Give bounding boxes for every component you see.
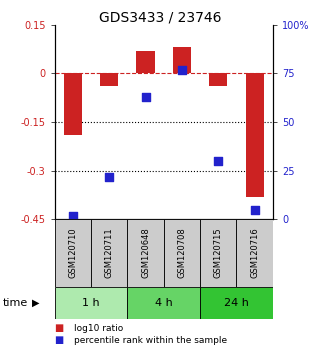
Bar [164, 219, 200, 287]
Bar [237, 219, 273, 287]
Point [252, 207, 257, 212]
Text: GSM120715: GSM120715 [214, 228, 223, 279]
Point [70, 213, 75, 218]
Text: GSM120716: GSM120716 [250, 228, 259, 279]
Text: GSM120708: GSM120708 [178, 228, 187, 279]
Bar [91, 219, 127, 287]
Point [179, 67, 185, 72]
Text: 24 h: 24 h [224, 298, 249, 308]
Text: log10 ratio: log10 ratio [74, 324, 123, 333]
Bar [209, 73, 227, 86]
Text: percentile rank within the sample: percentile rank within the sample [74, 336, 227, 345]
Bar [55, 219, 91, 287]
Text: GDS3433 / 23746: GDS3433 / 23746 [99, 11, 222, 25]
Text: ■: ■ [55, 335, 64, 345]
Text: 4 h: 4 h [155, 298, 173, 308]
Bar [100, 73, 118, 86]
Bar [136, 51, 155, 73]
Bar [200, 287, 273, 319]
Text: time: time [3, 298, 29, 308]
Text: ■: ■ [55, 323, 64, 333]
Text: 1 h: 1 h [82, 298, 100, 308]
Bar [55, 287, 127, 319]
Text: GSM120711: GSM120711 [105, 228, 114, 279]
Text: ▶: ▶ [31, 298, 39, 308]
Bar [173, 47, 191, 73]
Text: GSM120710: GSM120710 [68, 228, 77, 279]
Bar [64, 73, 82, 135]
Bar [200, 219, 237, 287]
Bar [246, 73, 264, 197]
Point [216, 158, 221, 164]
Text: GSM120648: GSM120648 [141, 228, 150, 279]
Bar [127, 287, 200, 319]
Bar [127, 219, 164, 287]
Point [107, 174, 112, 179]
Point [143, 94, 148, 99]
